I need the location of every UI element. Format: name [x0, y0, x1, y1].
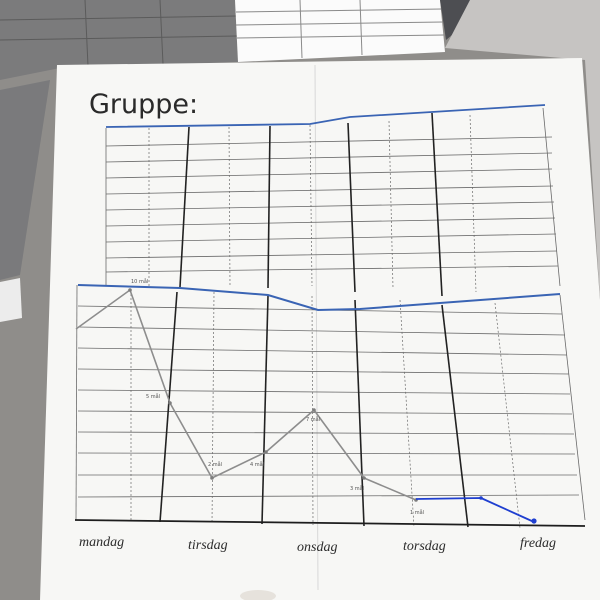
table-top: [445, 0, 600, 300]
note-monday: 10 mål: [131, 278, 148, 285]
background-sheet-bottom-left: [0, 80, 50, 280]
sheet-title: Gruppe:: [89, 89, 198, 120]
blue-point-2: [531, 518, 537, 524]
background-sheet-right: [235, 0, 445, 62]
upper-grid: [105, 104, 561, 297]
light-reflection: [240, 590, 276, 600]
background-sheet-left: [0, 0, 238, 80]
background-sheet-edge: [0, 278, 22, 322]
note-wednesday: 7 mål: [306, 416, 320, 423]
day-label-onsdag: onsdag: [297, 540, 337, 555]
blue-point-1: [479, 496, 483, 500]
note-tuesday-late: 4 mål: [250, 461, 264, 468]
note-monday-late: 5 mål: [146, 393, 160, 400]
paper-fold: [314, 64, 319, 591]
note-wednesday-late: 3 mål: [350, 485, 364, 492]
background-sheet-left-grid: [0, 0, 238, 67]
paper-sheet: [40, 58, 600, 600]
lower-grid: [74, 284, 586, 529]
note-thursday: 1 mål: [410, 509, 424, 516]
pencil-line: [75, 289, 417, 501]
day-label-mandag: mandag: [79, 535, 124, 550]
day-label-fredag: fredag: [520, 536, 556, 551]
background-sheet-right-grid: [235, 0, 445, 59]
device-corner: [440, 0, 470, 40]
day-label-torsdag: torsdag: [403, 539, 446, 554]
pencil-points: [128, 288, 418, 502]
note-tuesday: 2 mål: [208, 461, 222, 468]
day-label-tirsdag: tirsdag: [188, 538, 228, 553]
